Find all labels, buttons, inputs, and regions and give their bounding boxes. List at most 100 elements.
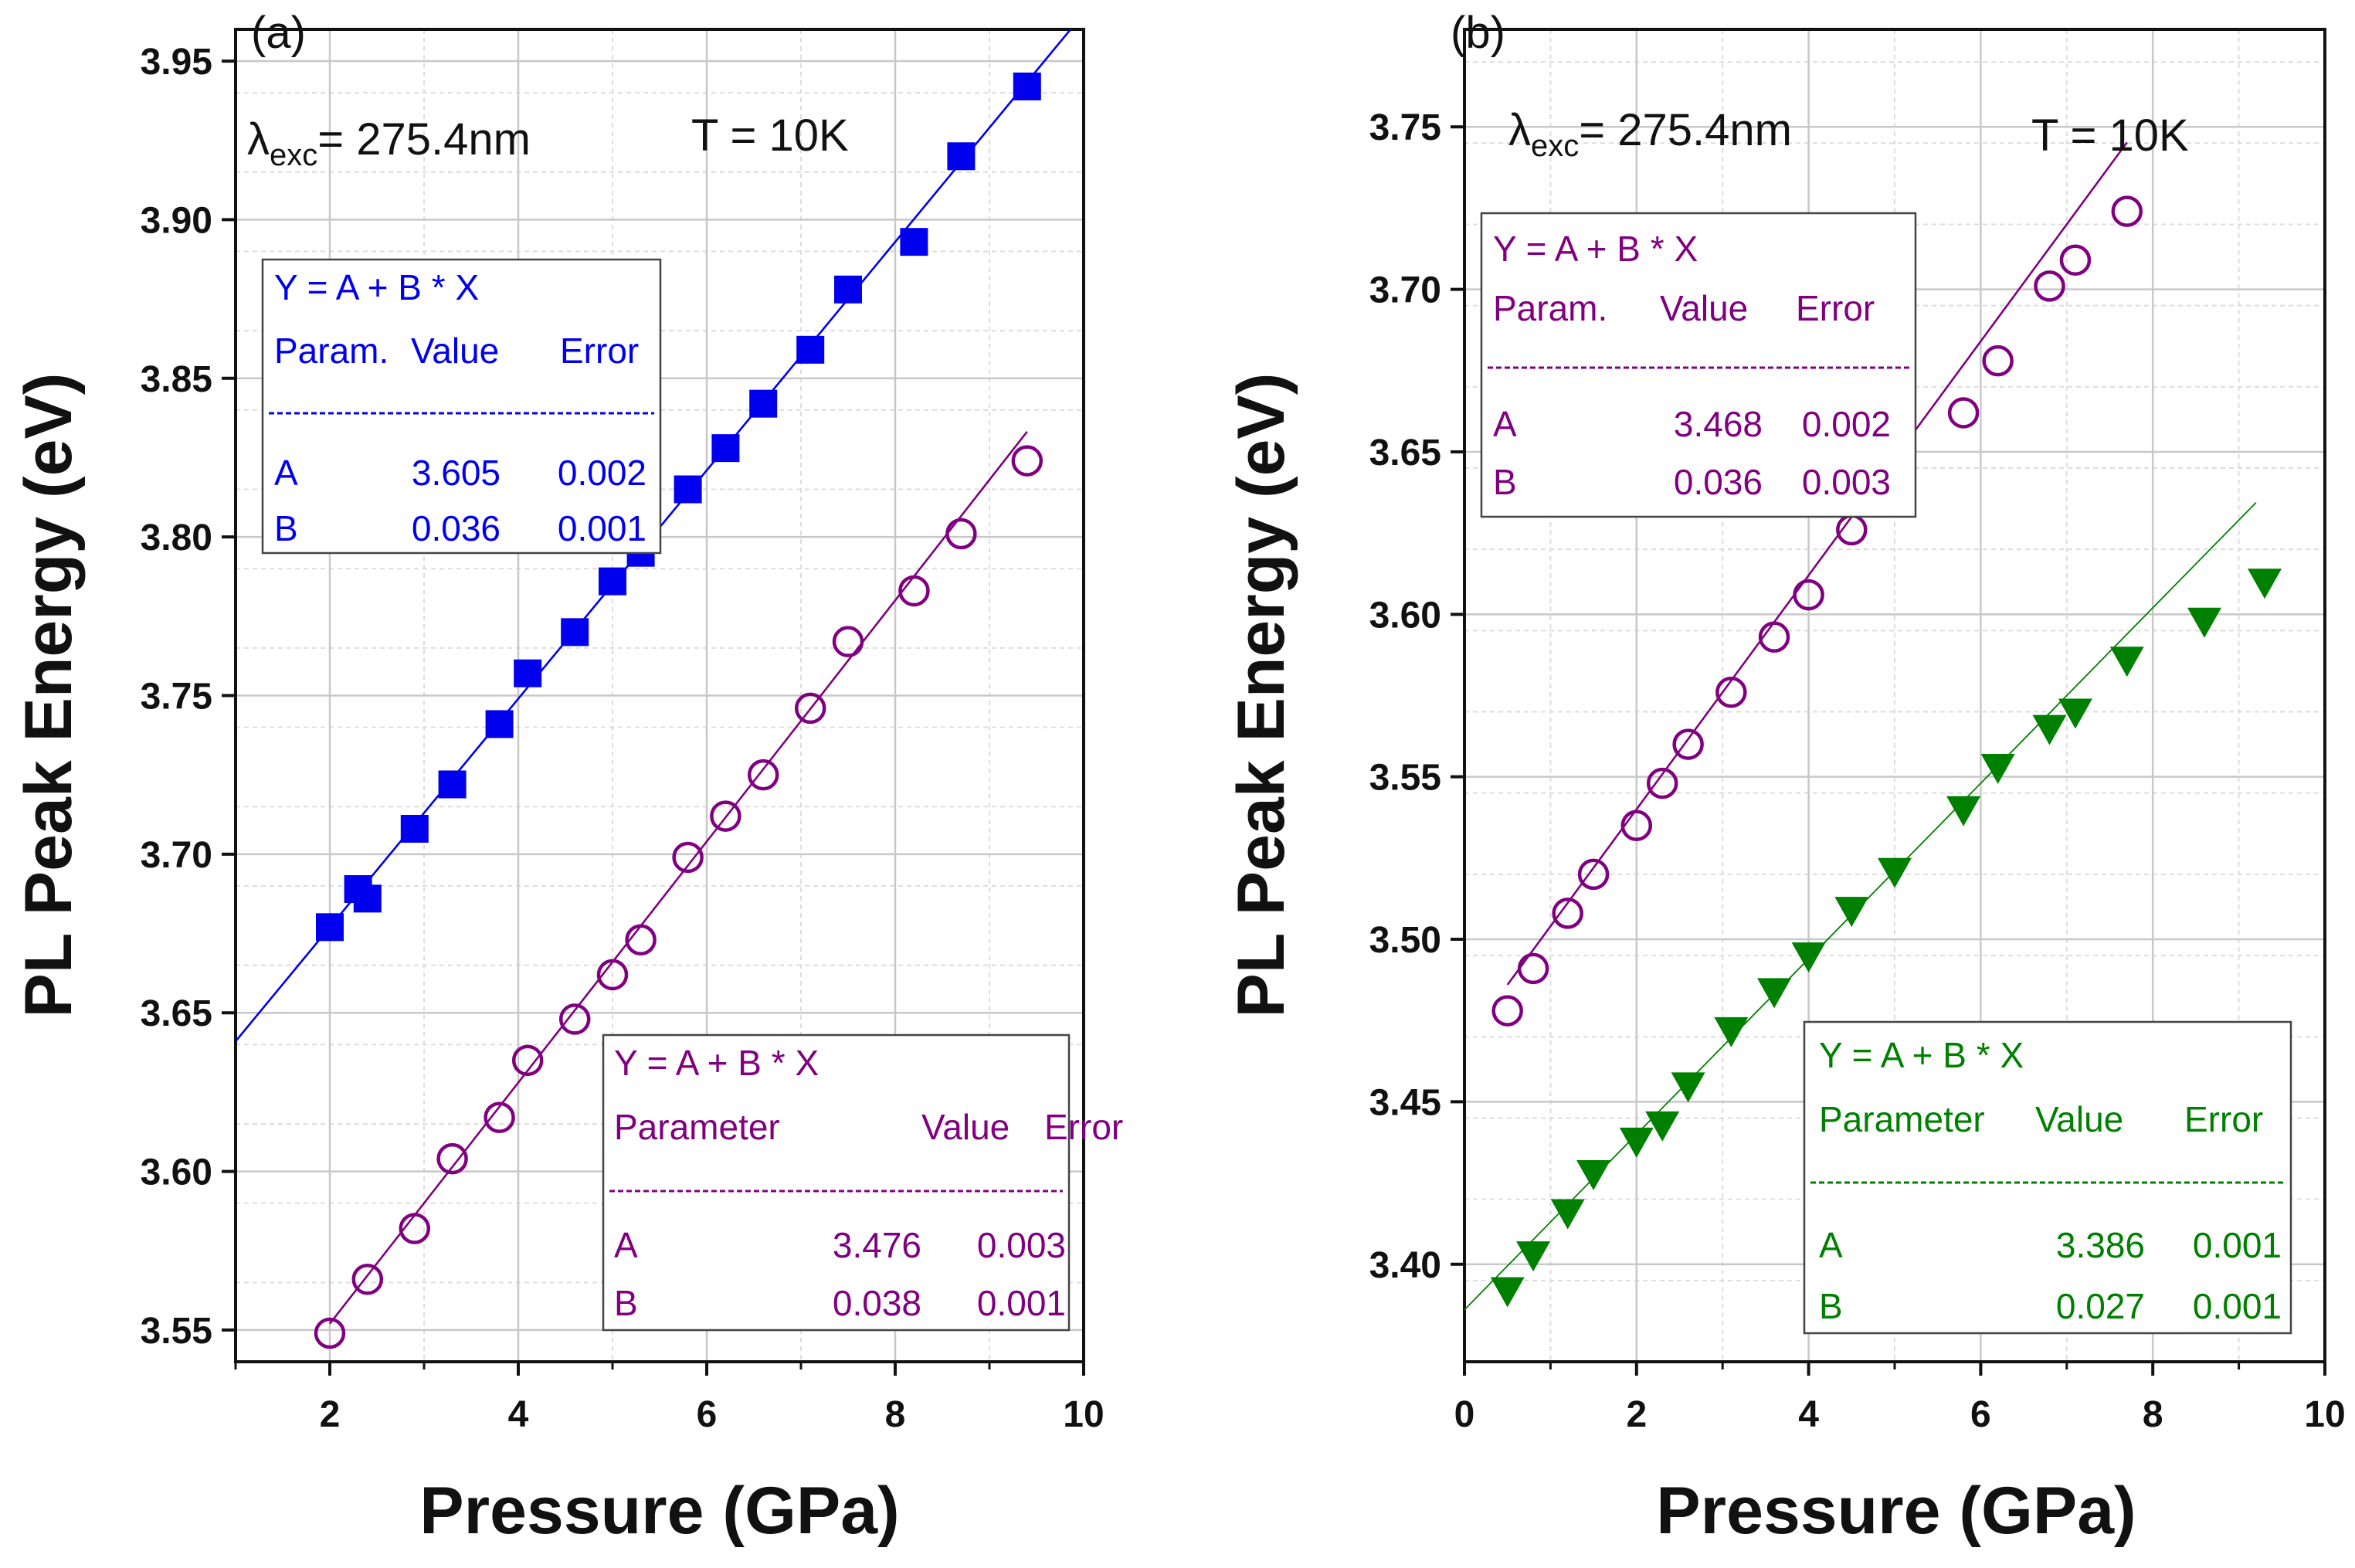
data-point-circle bbox=[1011, 445, 1043, 477]
data-point-circle bbox=[1491, 995, 1523, 1027]
x-tick-label: 8 bbox=[885, 1394, 906, 1435]
x-tick-label: 2 bbox=[320, 1394, 341, 1435]
data-point-circle bbox=[314, 1317, 346, 1349]
data-point-circle bbox=[672, 841, 704, 874]
fit-equation: Y = A + B * X bbox=[1493, 229, 1698, 269]
fit-cell: A bbox=[274, 453, 298, 493]
fit-parameter-box: Y = A + B * X Parameter Value Error A 3.476 0.… bbox=[602, 1033, 1123, 1332]
data-point-circle bbox=[2059, 244, 2092, 276]
fit-cell: 3.468 bbox=[1674, 404, 1763, 444]
x-axis-title: Pressure (GPa) bbox=[419, 1474, 899, 1548]
data-point-square bbox=[599, 567, 626, 596]
data-point-circle bbox=[1982, 344, 2014, 377]
data-point-circle bbox=[511, 1044, 544, 1077]
fit-box-border bbox=[1480, 212, 1917, 518]
fit-cell: 0.036 bbox=[412, 508, 501, 548]
data-point-circle bbox=[1715, 677, 1747, 708]
fit-header-error: Error bbox=[1796, 288, 1875, 328]
data-point-triangle bbox=[2248, 568, 2282, 599]
fit-cell: B bbox=[614, 1283, 638, 1323]
data-point-square bbox=[485, 710, 514, 738]
fit-cell: A bbox=[1493, 404, 1517, 444]
fit-parameter-box: Y = A + B * X Param. Value Error A 3.468 0.002… bbox=[1480, 212, 1917, 518]
fit-header-error: Error bbox=[2184, 1099, 2263, 1139]
y-tick-label: 3.70 bbox=[1369, 270, 1441, 311]
y-tick-label: 3.65 bbox=[141, 993, 212, 1034]
y-axis-title: PL Peak Energy (eV) bbox=[1224, 373, 1298, 1018]
data-point-circle bbox=[2034, 270, 2065, 302]
x-tick-label: 2 bbox=[1626, 1394, 1647, 1435]
data-point-triangle bbox=[1671, 1072, 1705, 1103]
data-point-triangle bbox=[1878, 857, 1912, 888]
y-tick-label: 3.45 bbox=[1369, 1082, 1441, 1123]
fit-cell: A bbox=[614, 1225, 638, 1265]
fit-header-param: Parameter bbox=[614, 1107, 780, 1147]
fit-header-value: Value bbox=[1660, 288, 1748, 328]
fit-cell: 3.386 bbox=[2056, 1225, 2145, 1265]
data-point-triangle bbox=[2187, 607, 2222, 638]
y-tick-label: 3.55 bbox=[141, 1311, 212, 1352]
data-point-square bbox=[316, 913, 344, 942]
x-tick-label: 4 bbox=[1798, 1394, 1819, 1435]
data-point-circle bbox=[945, 518, 977, 550]
y-axis-title: PL Peak Energy (eV) bbox=[12, 373, 86, 1018]
data-point-triangle bbox=[1550, 1199, 1585, 1230]
x-tick-label: 0 bbox=[1454, 1394, 1475, 1435]
data-point-circle bbox=[1577, 858, 1610, 891]
fit-header-param: Parameter bbox=[1819, 1099, 1985, 1139]
data-point-circle bbox=[1646, 767, 1678, 799]
fit-cell: B bbox=[1493, 462, 1517, 502]
data-point-circle bbox=[1620, 809, 1653, 842]
data-point-triangle bbox=[1516, 1241, 1551, 1272]
data-point-circle bbox=[794, 692, 826, 725]
data-point-triangle bbox=[2032, 714, 2067, 745]
panel-b: 0 2 4 6 8 10 3.40 3.45 3.50 3.55 3.60 3.65 3.70 3.75 (… bbox=[1224, 8, 2346, 1548]
fit-cell: 0.001 bbox=[2193, 1225, 2282, 1265]
y-tick-label: 3.80 bbox=[141, 518, 212, 558]
y-tick-label: 3.40 bbox=[1369, 1245, 1441, 1286]
fit-header-param: Param. bbox=[1493, 288, 1607, 328]
fit-cell: 0.027 bbox=[2056, 1286, 2145, 1326]
x-tick-label: 10 bbox=[1063, 1394, 1104, 1435]
data-point-square bbox=[353, 884, 382, 913]
data-point-circle bbox=[832, 626, 864, 657]
panel-label: (a) bbox=[251, 8, 306, 58]
y-tick-label: 3.75 bbox=[141, 677, 212, 718]
data-point-circle bbox=[351, 1263, 384, 1295]
fit-line-circle bbox=[328, 430, 1028, 1325]
data-point-triangle bbox=[1576, 1159, 1611, 1190]
data-point-circle bbox=[1517, 952, 1549, 985]
data-point-triangle bbox=[1834, 897, 1869, 928]
data-point-triangle bbox=[1714, 1016, 1749, 1047]
data-point-square bbox=[947, 142, 976, 171]
fit-equation: Y = A + B * X bbox=[614, 1043, 819, 1083]
panel-a: 2 4 6 8 10 3.55 3.60 3.65 3.70 3.75 3.80 3.85 3.90 3.… bbox=[12, 8, 1123, 1548]
fit-cell: B bbox=[1819, 1286, 1843, 1326]
data-point-triangle bbox=[2109, 647, 2144, 677]
fit-box-border bbox=[602, 1033, 1071, 1332]
data-point-circle bbox=[399, 1213, 431, 1244]
plot-frame bbox=[1463, 28, 2326, 1363]
fit-box-border bbox=[261, 258, 662, 555]
fit-cell: 0.002 bbox=[558, 453, 646, 493]
data-point-triangle bbox=[1980, 754, 2015, 785]
data-point-square bbox=[796, 335, 825, 364]
data-point-square bbox=[1013, 72, 1041, 100]
fit-equation: Y = A + B * X bbox=[274, 267, 479, 307]
x-tick-label: 4 bbox=[508, 1394, 529, 1435]
data-point-circle bbox=[1793, 579, 1824, 611]
data-point-circle bbox=[625, 924, 657, 955]
y-tick-label: 3.90 bbox=[141, 200, 212, 241]
data-point-square bbox=[749, 389, 778, 418]
fit-cell: 0.038 bbox=[833, 1283, 921, 1323]
x-tick-label: 6 bbox=[1970, 1394, 1991, 1435]
y-tick-label: 3.60 bbox=[141, 1152, 212, 1193]
fit-line-circle bbox=[1506, 141, 2128, 986]
fit-header-value: Value bbox=[921, 1107, 1010, 1147]
fit-equation: Y = A + B * X bbox=[1819, 1035, 2024, 1075]
panel-label: (b) bbox=[1451, 8, 1505, 58]
excitation-wavelength-annotation: λexc= 275.4nm bbox=[1508, 105, 1792, 163]
fit-cell: 3.605 bbox=[412, 453, 501, 493]
data-point-circle bbox=[484, 1101, 515, 1133]
data-point-square bbox=[900, 228, 928, 256]
